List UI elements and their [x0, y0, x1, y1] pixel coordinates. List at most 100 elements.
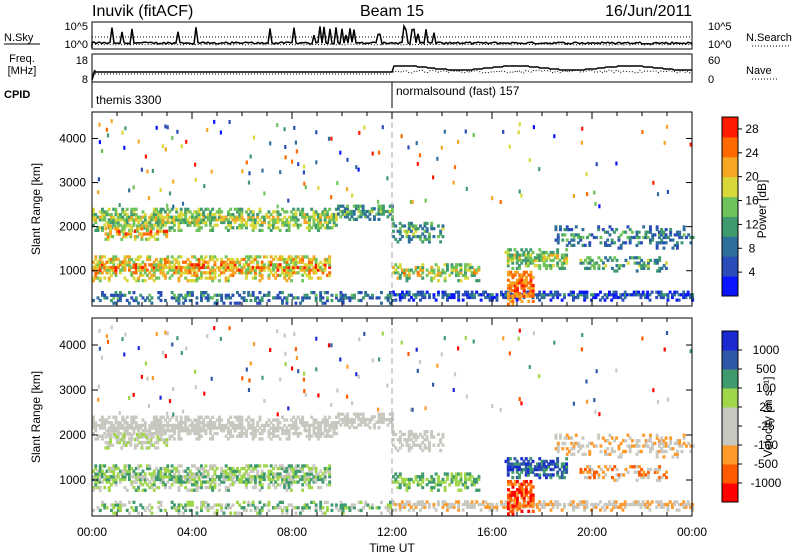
velocity-cell	[170, 434, 174, 438]
velocity-cell	[299, 477, 302, 482]
velocity-cell	[200, 475, 203, 479]
power-cell	[124, 126, 127, 131]
power-cell	[588, 241, 592, 245]
power-cell	[213, 276, 217, 280]
power-cell	[247, 215, 251, 219]
velocity-cell	[495, 508, 499, 512]
power-cell	[419, 265, 422, 270]
power-cell	[317, 223, 320, 227]
velocity-cell	[350, 506, 354, 510]
velocity-cell	[605, 505, 609, 509]
power-cell	[529, 289, 533, 293]
velocity-cell	[509, 467, 512, 472]
power-cell	[98, 265, 102, 270]
velocity-cell	[175, 477, 179, 482]
velocity-cell	[419, 483, 422, 487]
velocity-cell	[267, 434, 271, 438]
power-cell	[588, 266, 592, 270]
velocity-cell	[434, 483, 438, 487]
power-cell	[610, 228, 614, 232]
velocity-cell	[428, 443, 431, 447]
velocity-cell	[637, 439, 641, 443]
velocity-cell	[323, 418, 327, 422]
velocity-cell	[486, 505, 490, 509]
power-cell	[525, 278, 528, 282]
velocity-cell	[554, 436, 558, 440]
power-cell	[143, 271, 147, 275]
power-cell	[206, 218, 210, 222]
power-cell	[488, 295, 492, 300]
power-cell	[332, 220, 336, 225]
velocity-cell	[103, 431, 107, 436]
power-cell	[177, 213, 181, 217]
power-cell	[640, 241, 643, 245]
velocity-cell	[130, 418, 134, 422]
velocity-cell	[168, 469, 172, 473]
velocity-cell	[308, 431, 311, 436]
power-cell	[450, 293, 454, 297]
velocity-cell	[272, 466, 275, 471]
velocity-cell	[290, 418, 293, 422]
velocity-cell	[92, 421, 95, 425]
velocity-cell	[346, 420, 349, 424]
power-cell	[127, 232, 130, 236]
velocity-cell	[209, 431, 212, 436]
velocity-cell	[202, 423, 206, 428]
velocity-cell	[296, 475, 300, 479]
velocity-cell	[364, 500, 368, 504]
velocity-cell	[209, 483, 212, 487]
power-cell	[164, 276, 167, 280]
power-cell	[123, 260, 127, 264]
power-cell	[527, 299, 531, 303]
velocity-cell	[195, 429, 199, 433]
power-cell	[137, 263, 140, 267]
power-cell	[241, 169, 244, 174]
power-cell	[188, 298, 192, 303]
power-cell	[229, 265, 233, 270]
velocity-cell	[542, 459, 546, 464]
power-cell	[191, 268, 194, 272]
velocity-cell	[662, 439, 666, 443]
velocity-cell	[461, 502, 465, 507]
velocity-cell	[518, 501, 522, 505]
power-cell	[276, 293, 280, 297]
power-cell	[132, 218, 136, 222]
velocity-cell	[165, 440, 169, 445]
power-cell	[160, 224, 164, 228]
velocity-cell	[547, 462, 551, 466]
velocity-cell	[206, 472, 210, 476]
power-cell	[281, 220, 284, 225]
power-cell	[128, 263, 131, 267]
power-cell	[103, 268, 107, 272]
velocity-cell	[116, 431, 120, 436]
power-cell	[98, 210, 102, 214]
power-cell	[176, 129, 179, 134]
power-cell	[377, 296, 381, 300]
velocity-cell	[597, 436, 601, 440]
power-cell	[464, 129, 467, 134]
velocity-cell	[545, 465, 548, 469]
velocity-cell	[109, 435, 112, 439]
velocity-cell	[560, 462, 564, 466]
power-cell	[224, 226, 228, 230]
velocity-cell	[157, 475, 161, 479]
velocity-cell	[658, 465, 662, 469]
velocity-cell	[206, 485, 210, 490]
velocity-cell	[112, 469, 116, 473]
velocity-cell	[287, 423, 291, 428]
power-cell	[191, 263, 194, 267]
velocity-cell	[182, 429, 185, 433]
power-cell	[410, 229, 413, 233]
velocity-cell	[308, 472, 311, 476]
velocity-cell	[92, 508, 95, 513]
velocity-cell	[308, 480, 311, 484]
power-cell	[336, 181, 339, 186]
velocity-cell	[263, 477, 266, 482]
power-cell	[285, 257, 289, 262]
velocity-cell	[195, 472, 199, 476]
power-cell	[245, 255, 248, 259]
power-cell	[518, 189, 521, 194]
power-cell	[319, 215, 323, 219]
power-cell	[292, 260, 296, 264]
power-cell	[583, 290, 587, 294]
